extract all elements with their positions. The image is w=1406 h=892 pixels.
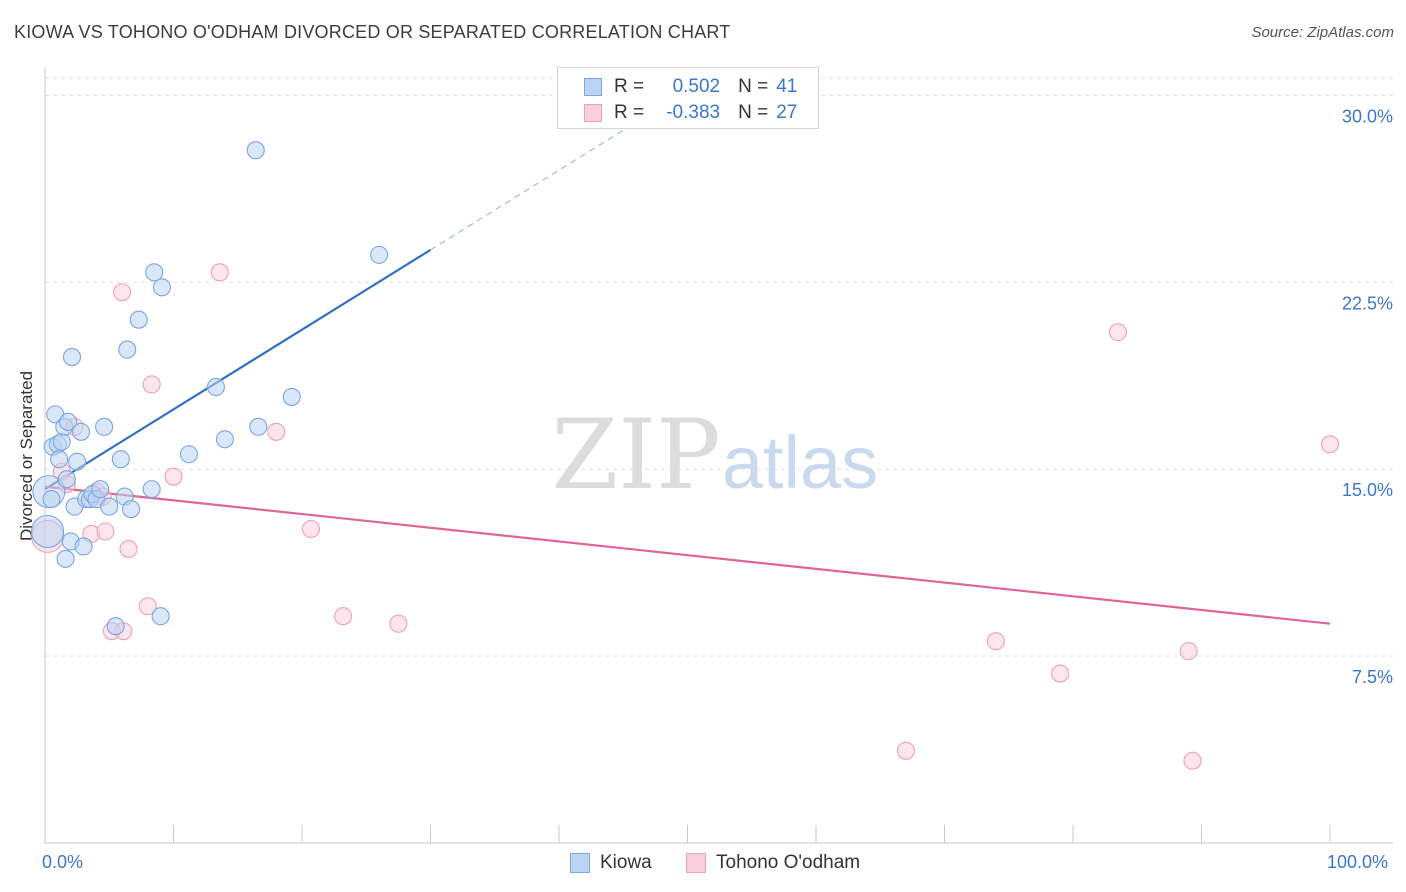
data-point-kiowa [62,347,82,367]
legend-swatch-tohono [584,104,602,122]
legend-swatch-kiowa [584,78,602,96]
data-point-kiowa [111,450,130,469]
data-point-kiowa [206,377,225,397]
data-point-tohono [1320,435,1340,454]
legend-n-label: N = [738,102,769,123]
data-point-tohono [301,519,321,539]
legend-n-label: N = [738,76,769,97]
series-legend-tohono[interactable]: Tohono O'odham [686,852,860,874]
data-point-tohono [1179,642,1198,661]
data-point-tohono [96,522,115,541]
y-tick-label: 7.5% [1352,667,1393,687]
data-point-kiowa [179,445,198,464]
watermark-zip: ZIP [551,399,720,511]
y-tick-label: 22.5% [1342,293,1393,313]
legend-n-value-kiowa: 41 [776,76,798,97]
data-point-kiowa [42,490,61,509]
series-legend-label-kiowa: Kiowa [600,852,652,873]
x-tick-label-min: 0.0% [42,852,84,872]
legend-row-kiowa: R = 0.502 N = 41 [584,75,797,99]
data-point-tohono [113,283,132,302]
trend-line-tohono [44,485,1331,625]
legend-row-tohono: R = -0.383 N = 27 [584,101,797,125]
series-legend-label-tohono: Tohono O'odham [716,852,861,873]
chart-title: KIOWA VS TOHONO O'ODHAM DIVORCED OR SEPA… [14,22,731,42]
legend-r-value-tohono: -0.383 [666,102,721,123]
data-point-kiowa [95,417,114,436]
data-point-kiowa [129,310,148,329]
y-tick-label: 15.0% [1342,480,1393,500]
data-point-kiowa [56,549,75,568]
data-point-kiowa [31,514,65,549]
trend-line-kiowa-extension [430,129,624,251]
data-point-kiowa [122,500,141,519]
data-point-kiowa [100,497,119,516]
data-point-tohono [164,467,183,486]
series-legend-swatch-tohono [686,853,706,873]
data-point-tohono [210,263,229,282]
axes [44,68,1393,844]
data-point-tohono [389,614,408,633]
data-point-kiowa [59,412,78,431]
data-point-tohono [1051,664,1070,683]
data-point-kiowa [52,432,71,451]
data-point-tohono [142,375,161,394]
series-legend-swatch-kiowa [570,853,590,873]
data-point-tohono [1183,751,1202,770]
legend-r-label: R = [614,76,645,97]
data-point-tohono [138,597,157,616]
data-point-kiowa [71,422,91,441]
x-tick-label-max: 100.0% [1327,852,1389,872]
data-point-tohono [267,422,286,441]
watermark: ZIP atlas [551,399,878,511]
legend-r-value-kiowa: 0.502 [672,76,721,97]
data-points [31,141,1340,770]
data-point-kiowa [246,141,265,160]
watermark-atlas: atlas [722,421,878,504]
data-point-kiowa [145,263,164,282]
data-point-tohono [1108,323,1128,342]
legend-r-label: R = [614,102,645,123]
data-point-kiowa [91,480,110,499]
data-point-tohono [986,632,1005,651]
data-point-kiowa [118,340,137,359]
data-point-kiowa [142,480,161,499]
series-legend: Kiowa Tohono O'odham [0,852,1406,878]
legend-box: R = 0.502 N = 41 R = -0.383 N = 27 [557,67,819,129]
data-point-kiowa [106,617,125,636]
data-point-kiowa [282,387,301,406]
trend-lines [44,129,1331,625]
y-tick-labels: 7.5% 15.0% 22.5% 30.0% [1342,106,1393,687]
source-label: Source: ZipAtlas.com [1251,24,1394,41]
trend-line-kiowa [44,248,432,491]
series-legend-kiowa[interactable]: Kiowa [570,852,652,874]
gridlines [45,77,1393,657]
data-point-kiowa [215,430,234,449]
data-point-kiowa [152,278,171,297]
data-point-kiowa [68,452,87,471]
data-point-kiowa [249,417,268,436]
y-tick-label: 30.0% [1342,106,1393,126]
data-point-kiowa [74,537,93,556]
data-point-kiowa [57,470,76,489]
data-point-tohono [334,607,353,626]
data-point-tohono [896,741,916,760]
data-point-kiowa [151,607,170,626]
data-point-tohono [119,539,138,558]
legend-n-value-tohono: 27 [776,102,798,123]
data-point-kiowa [50,450,69,469]
data-point-kiowa [370,245,389,264]
